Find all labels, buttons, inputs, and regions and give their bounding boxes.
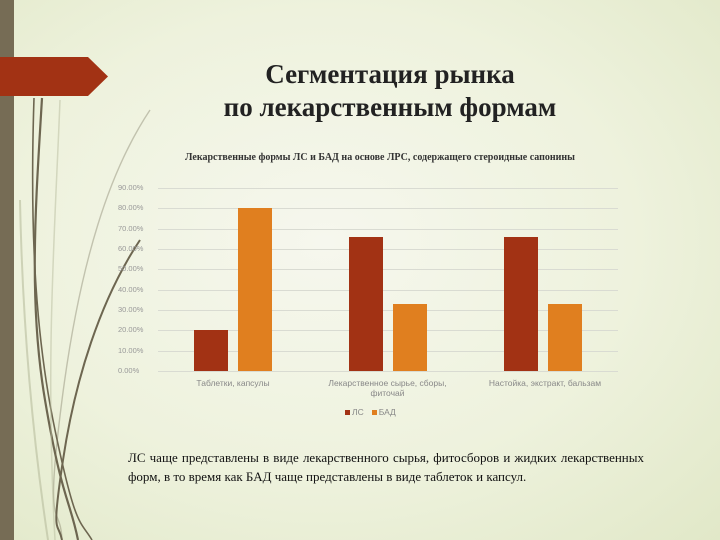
gridline bbox=[158, 188, 618, 189]
bar-ls-tincture bbox=[504, 237, 538, 371]
slide-title-line1: Сегментация рынка bbox=[265, 59, 515, 89]
vine-decoration bbox=[19, 97, 151, 540]
gridline bbox=[158, 249, 618, 250]
legend-swatch-icon bbox=[371, 410, 377, 416]
title-arrow-marker bbox=[0, 57, 108, 96]
bar-bad-tincture bbox=[548, 304, 582, 371]
gridline bbox=[158, 330, 618, 331]
slide-body-text: ЛС чаще представлены в виде лекарственно… bbox=[128, 450, 644, 484]
chart-title: Лекарственные формы ЛС и БАД на основе Л… bbox=[185, 152, 575, 163]
bar-bad-raw bbox=[393, 304, 427, 371]
y-tick: 50.00% bbox=[118, 264, 144, 273]
gridline bbox=[158, 310, 618, 311]
bar-ls-tablets bbox=[194, 330, 228, 371]
gridline bbox=[158, 290, 618, 291]
legend-item-ls: ЛС bbox=[345, 407, 364, 417]
y-tick: 20.00% bbox=[118, 325, 144, 334]
legend-swatch-icon bbox=[345, 410, 350, 416]
y-tick: 0.00% bbox=[118, 366, 140, 375]
y-tick: 80.00% bbox=[118, 203, 144, 212]
x-category-label: Таблетки, капсулы bbox=[196, 378, 270, 388]
legend-item-bad: БАД bbox=[371, 407, 396, 417]
side-decor-bar bbox=[0, 0, 14, 540]
gridline bbox=[158, 351, 618, 352]
bar-ls-raw bbox=[349, 237, 383, 371]
x-category-label: Настойка, экстракт, бальзам bbox=[488, 378, 602, 388]
bar-bad-tablets bbox=[238, 208, 272, 371]
y-tick: 90.00% bbox=[118, 183, 144, 192]
gridline bbox=[158, 269, 618, 270]
gridline bbox=[158, 371, 618, 372]
y-tick: 40.00% bbox=[118, 285, 144, 294]
y-tick: 30.00% bbox=[118, 305, 144, 314]
y-tick: 10.00% bbox=[118, 346, 144, 355]
gridline bbox=[158, 229, 618, 230]
chart-legend: ЛС БАД bbox=[345, 407, 396, 417]
x-category-label: Лекарственное сырье, сборы, фиточай bbox=[328, 378, 447, 398]
y-tick: 70.00% bbox=[118, 224, 144, 233]
slide-title: Сегментация рынка по лекарственным форма… bbox=[150, 58, 630, 124]
gridline bbox=[158, 208, 618, 209]
slide-title-line2: по лекарственным формам bbox=[223, 92, 557, 122]
y-tick: 60.00% bbox=[118, 244, 144, 253]
